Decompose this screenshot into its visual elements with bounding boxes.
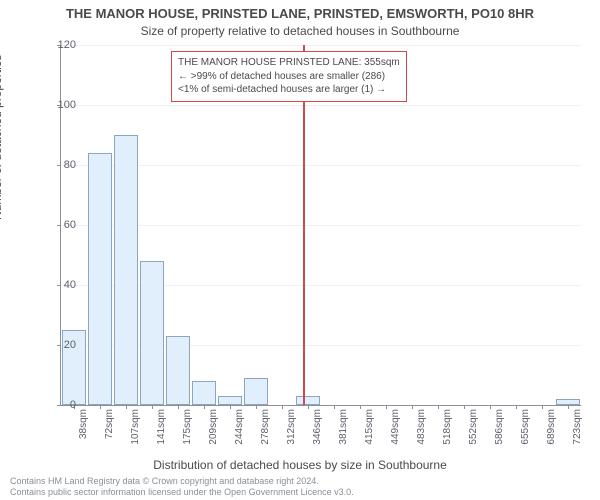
x-tick-mark	[490, 405, 491, 409]
x-tick-mark	[308, 405, 309, 409]
histogram-bar	[88, 153, 113, 405]
x-tick-mark	[178, 405, 179, 409]
x-tick-label: 38sqm	[78, 409, 89, 459]
annotation-line-3: <1% of semi-detached houses are larger (…	[178, 83, 400, 97]
plot-area: 38sqm72sqm107sqm141sqm175sqm209sqm244sqm…	[60, 45, 581, 406]
footer-line-1: Contains HM Land Registry data © Crown c…	[10, 476, 590, 487]
chart-container: { "title": "THE MANOR HOUSE, PRINSTED LA…	[0, 0, 600, 500]
chart-title: THE MANOR HOUSE, PRINSTED LANE, PRINSTED…	[0, 6, 600, 21]
x-tick-label: 723sqm	[572, 409, 583, 459]
x-tick-label: 278sqm	[260, 409, 271, 459]
x-tick-mark	[360, 405, 361, 409]
x-tick-label: 312sqm	[286, 409, 297, 459]
annotation-line-1: THE MANOR HOUSE PRINSTED LANE: 355sqm	[178, 56, 400, 70]
x-tick-mark	[256, 405, 257, 409]
footer-attribution: Contains HM Land Registry data © Crown c…	[10, 476, 590, 499]
histogram-bar	[192, 381, 217, 405]
x-tick-label: 175sqm	[182, 409, 193, 459]
x-tick-label: 244sqm	[234, 409, 245, 459]
x-tick-mark	[126, 405, 127, 409]
footer-line-2: Contains public sector information licen…	[10, 487, 590, 498]
x-tick-mark	[516, 405, 517, 409]
y-axis-label: Number of detached properties	[0, 55, 4, 220]
histogram-bar	[140, 261, 165, 405]
x-tick-label: 415sqm	[364, 409, 375, 459]
x-tick-label: 655sqm	[520, 409, 531, 459]
gridline	[61, 165, 581, 166]
y-tick-label: 80	[46, 159, 76, 171]
gridline	[61, 45, 581, 46]
y-tick-label: 0	[46, 399, 76, 411]
x-tick-label: 107sqm	[130, 409, 141, 459]
gridline	[61, 225, 581, 226]
x-tick-label: 209sqm	[208, 409, 219, 459]
y-tick-label: 60	[46, 219, 76, 231]
x-tick-label: 346sqm	[312, 409, 323, 459]
x-tick-label: 586sqm	[494, 409, 505, 459]
x-tick-label: 72sqm	[104, 409, 115, 459]
annotation-line-2: ← >99% of detached houses are smaller (2…	[178, 70, 400, 84]
annotation-box: THE MANOR HOUSE PRINSTED LANE: 355sqm← >…	[171, 51, 407, 102]
x-tick-label: 381sqm	[338, 409, 349, 459]
x-tick-mark	[438, 405, 439, 409]
x-tick-mark	[412, 405, 413, 409]
x-tick-mark	[282, 405, 283, 409]
x-tick-label: 141sqm	[156, 409, 167, 459]
x-tick-mark	[230, 405, 231, 409]
x-tick-mark	[334, 405, 335, 409]
x-tick-mark	[152, 405, 153, 409]
y-tick-label: 100	[46, 99, 76, 111]
x-tick-label: 483sqm	[416, 409, 427, 459]
histogram-bar	[296, 396, 321, 405]
y-tick-label: 120	[46, 39, 76, 51]
x-tick-mark	[100, 405, 101, 409]
x-tick-mark	[568, 405, 569, 409]
gridline	[61, 105, 581, 106]
x-axis-label: Distribution of detached houses by size …	[0, 458, 600, 472]
chart-subtitle: Size of property relative to detached ho…	[0, 24, 600, 38]
histogram-bar	[114, 135, 139, 405]
histogram-bar	[166, 336, 191, 405]
x-tick-mark	[464, 405, 465, 409]
x-tick-mark	[204, 405, 205, 409]
y-tick-label: 20	[46, 339, 76, 351]
x-tick-label: 518sqm	[442, 409, 453, 459]
x-tick-label: 449sqm	[390, 409, 401, 459]
x-tick-mark	[542, 405, 543, 409]
histogram-bar	[218, 396, 243, 405]
y-tick-label: 40	[46, 279, 76, 291]
x-tick-label: 552sqm	[468, 409, 479, 459]
histogram-bar	[244, 378, 269, 405]
x-tick-mark	[386, 405, 387, 409]
x-tick-label: 689sqm	[546, 409, 557, 459]
